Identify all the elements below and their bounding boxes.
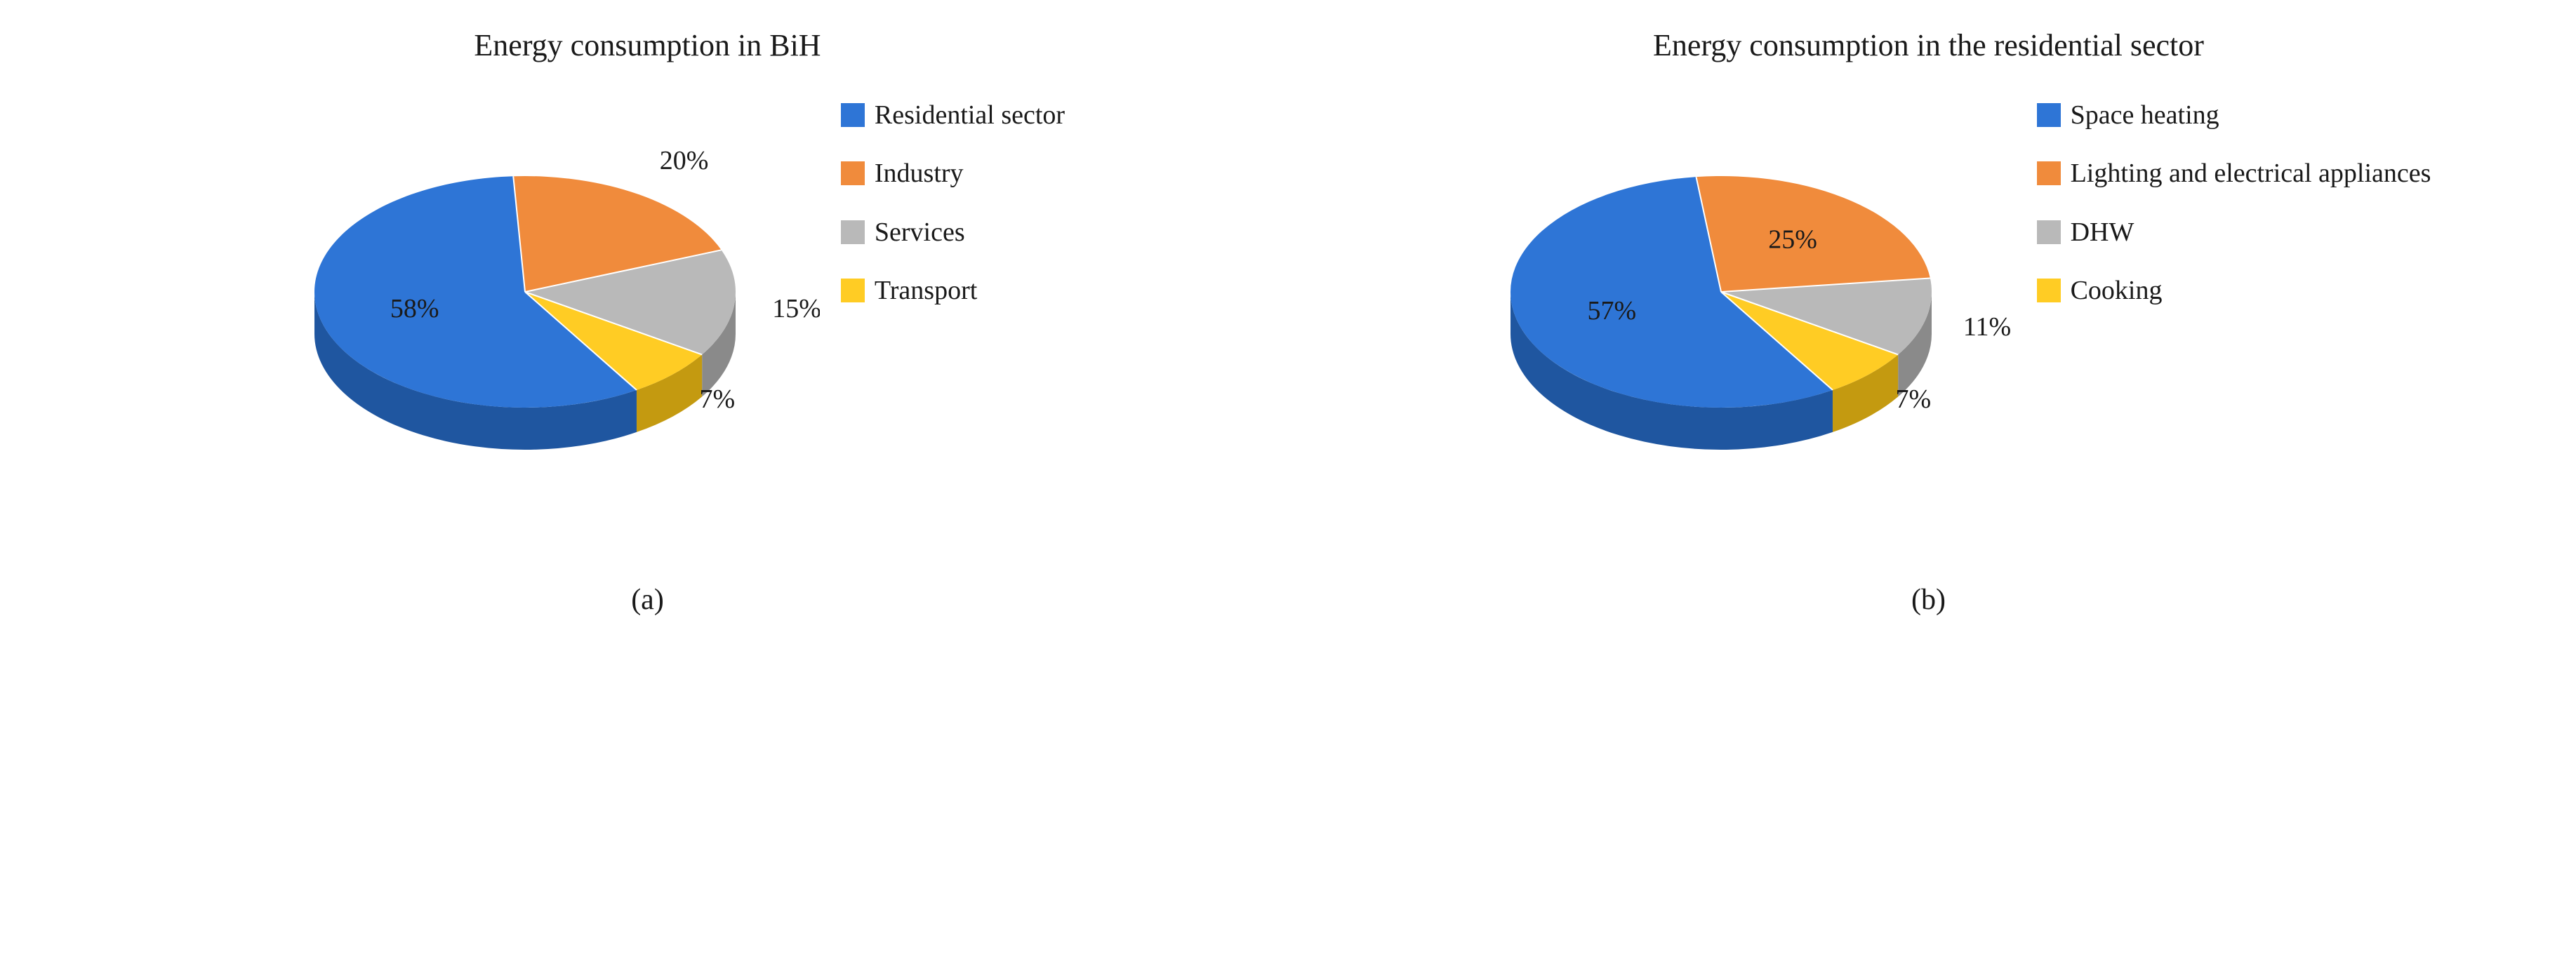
pie-data-label: 25% xyxy=(1768,225,1817,254)
legend-swatch xyxy=(841,279,865,302)
legend-swatch xyxy=(841,103,865,127)
pie-3d-svg: 58% 20% 15% 7% xyxy=(230,92,820,534)
panel-a-chart-area: 58% 20% 15% 7% Residential sector Industry Se… xyxy=(28,92,1267,534)
pie-data-label: 15% xyxy=(772,294,820,323)
panel-a-title: Energy consumption in BiH xyxy=(474,28,821,64)
legend-swatch xyxy=(2037,220,2061,244)
panel-b-title: Energy consumption in the residential se… xyxy=(1653,28,2204,64)
legend-swatch xyxy=(841,220,865,244)
panel-a-legend: Residential sector Industry Services Transp… xyxy=(841,92,1065,308)
legend-item: Lighting and electrical appliances xyxy=(2037,157,2431,191)
legend-label: Industry xyxy=(875,157,964,191)
legend-label: Lighting and electrical appliances xyxy=(2071,157,2431,191)
legend-item: Cooking xyxy=(2037,274,2431,308)
pie-data-label: 7% xyxy=(699,384,735,414)
pie-data-label: 20% xyxy=(660,146,709,175)
legend-swatch xyxy=(2037,103,2061,127)
pie-data-label: 7% xyxy=(1895,384,1931,414)
panel-b-pie: 57% 25% 11% 7% xyxy=(1426,92,2016,534)
pie-data-label: 57% xyxy=(1587,295,1636,325)
panel-a-caption: (a) xyxy=(631,583,664,617)
legend-item: Space heating xyxy=(2037,99,2431,133)
legend-item: DHW xyxy=(2037,216,2431,250)
legend-item: Industry xyxy=(841,157,1065,191)
panel-a-pie: 58% 20% 15% 7% xyxy=(230,92,820,534)
legend-swatch xyxy=(841,161,865,185)
pie-data-label: 11% xyxy=(1963,312,2011,342)
panel-a: Energy consumption in BiH 58% 20% 15% 7% Re… xyxy=(28,28,1267,617)
panel-b: Energy consumption in the residential se… xyxy=(1309,28,2548,617)
panel-b-chart-area: 57% 25% 11% 7% Space heating Lighting and el… xyxy=(1309,92,2548,534)
legend-item: Services xyxy=(841,216,1065,250)
panel-b-legend: Space heating Lighting and electrical app… xyxy=(2037,92,2431,308)
legend-item: Residential sector xyxy=(841,99,1065,133)
pie-data-label: 58% xyxy=(390,294,439,323)
legend-label: Cooking xyxy=(2071,274,2163,308)
legend-swatch xyxy=(2037,279,2061,302)
legend-label: DHW xyxy=(2071,216,2135,250)
panel-b-caption: (b) xyxy=(1911,583,1946,617)
legend-swatch xyxy=(2037,161,2061,185)
legend-label: Transport xyxy=(875,274,977,308)
figure-row: Energy consumption in BiH 58% 20% 15% 7% Re… xyxy=(28,28,2548,617)
pie-3d-svg: 57% 25% 11% 7% xyxy=(1426,92,2016,534)
legend-label: Residential sector xyxy=(875,99,1065,133)
legend-label: Space heating xyxy=(2071,99,2219,133)
legend-label: Services xyxy=(875,216,965,250)
legend-item: Transport xyxy=(841,274,1065,308)
